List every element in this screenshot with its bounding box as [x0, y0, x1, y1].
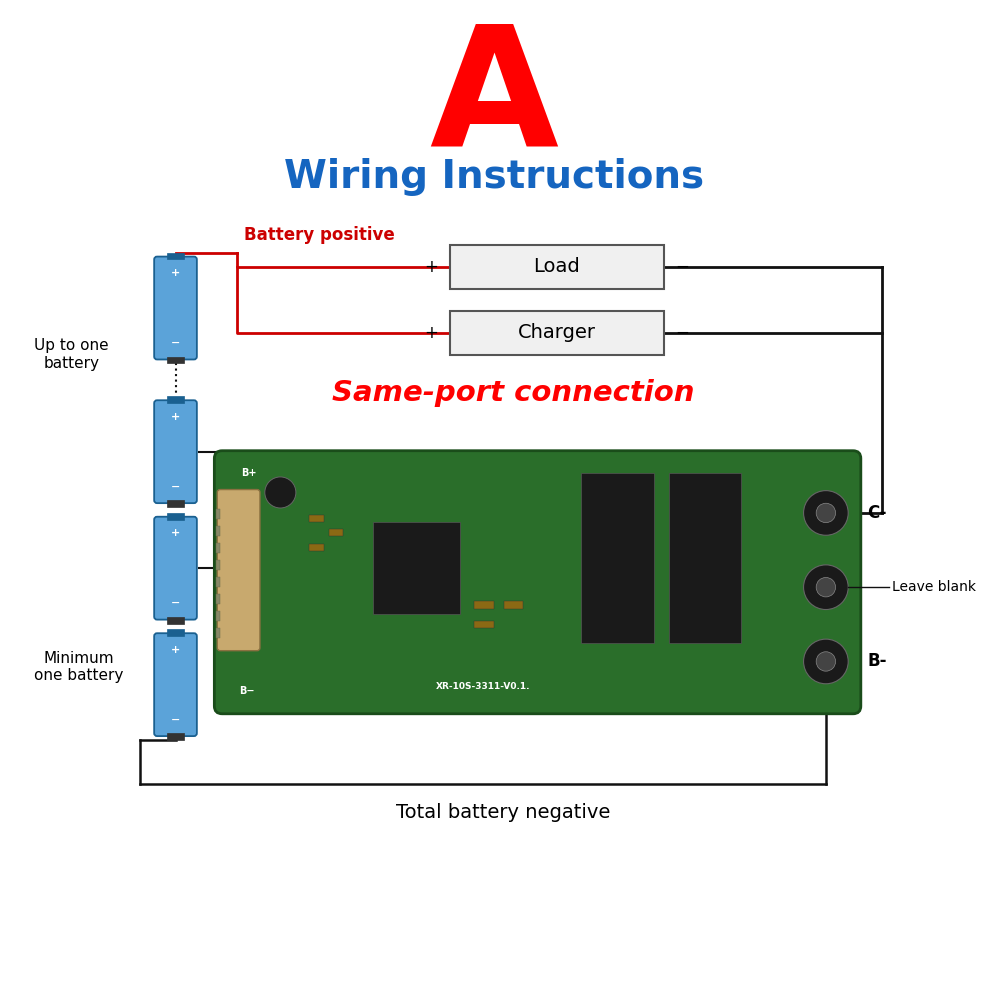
Bar — [167, 733, 184, 740]
Text: B−: B− — [240, 686, 255, 696]
FancyBboxPatch shape — [154, 517, 197, 620]
Text: +: + — [171, 412, 180, 422]
Bar — [504, 601, 523, 609]
Bar — [216, 628, 220, 638]
Text: Leave blank: Leave blank — [892, 580, 976, 594]
Text: −: − — [171, 482, 180, 492]
Text: −: − — [171, 598, 180, 608]
Text: Battery positive: Battery positive — [244, 226, 395, 244]
Circle shape — [816, 503, 836, 523]
Bar — [216, 560, 220, 570]
Circle shape — [816, 577, 836, 597]
Text: Total battery negative: Total battery negative — [396, 803, 611, 822]
Text: Up to one
battery: Up to one battery — [34, 338, 109, 371]
Bar — [167, 357, 184, 363]
Text: B-: B- — [868, 652, 887, 670]
Bar — [309, 544, 324, 551]
Text: −: − — [171, 338, 180, 348]
Text: +: + — [171, 645, 180, 655]
Text: −: − — [171, 715, 180, 725]
Bar — [450, 311, 664, 355]
FancyBboxPatch shape — [217, 490, 260, 651]
Bar — [373, 522, 460, 614]
Circle shape — [816, 652, 836, 671]
Text: +: + — [425, 258, 439, 276]
Text: A: A — [429, 18, 558, 181]
Bar — [216, 594, 220, 604]
Bar — [167, 253, 184, 259]
Text: B+: B+ — [242, 468, 257, 478]
Bar — [167, 513, 184, 520]
Text: Minimum
one battery: Minimum one battery — [34, 651, 123, 683]
Circle shape — [265, 477, 296, 508]
Circle shape — [804, 639, 848, 684]
Text: +: + — [171, 528, 180, 538]
Bar — [216, 543, 220, 553]
Circle shape — [804, 565, 848, 610]
Text: Same-port connection: Same-port connection — [332, 379, 695, 407]
Bar — [474, 601, 494, 609]
FancyBboxPatch shape — [154, 633, 197, 736]
Text: −: − — [675, 258, 689, 276]
Text: −: − — [675, 324, 689, 342]
Bar — [216, 526, 220, 536]
Bar — [167, 629, 184, 636]
Text: Charger: Charger — [518, 323, 596, 342]
Text: +: + — [425, 324, 439, 342]
Bar — [450, 245, 664, 289]
Text: Wiring Instructions: Wiring Instructions — [284, 158, 704, 196]
Circle shape — [804, 491, 848, 535]
Text: +: + — [171, 268, 180, 278]
Bar — [167, 617, 184, 624]
Bar — [669, 473, 741, 643]
Bar — [581, 473, 654, 643]
FancyBboxPatch shape — [154, 257, 197, 359]
Bar — [216, 611, 220, 621]
Text: C-: C- — [868, 504, 887, 522]
Bar — [474, 621, 494, 628]
Bar — [216, 577, 220, 587]
FancyBboxPatch shape — [154, 400, 197, 503]
Bar — [216, 509, 220, 519]
Bar — [329, 529, 343, 536]
Bar — [309, 515, 324, 522]
FancyBboxPatch shape — [214, 451, 861, 714]
Bar — [167, 396, 184, 403]
Bar — [167, 500, 184, 507]
Text: Load: Load — [534, 257, 580, 276]
Text: XR-10S-3311-V0.1.: XR-10S-3311-V0.1. — [436, 682, 530, 691]
